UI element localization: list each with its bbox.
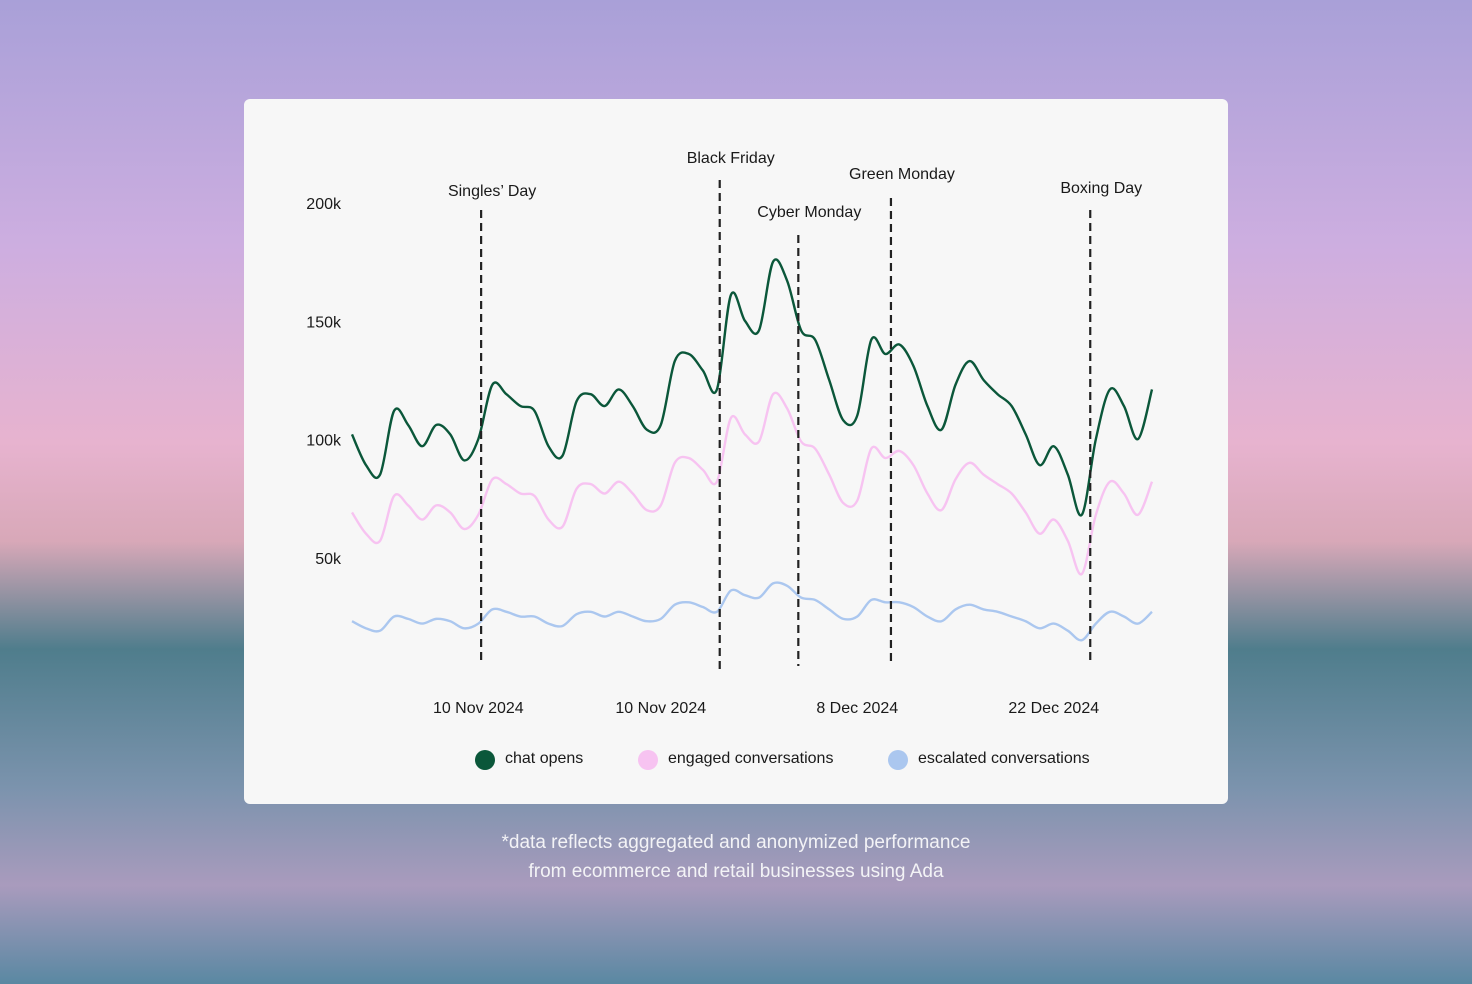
y-tick-label: 100k (306, 433, 342, 450)
x-tick-label: 22 Dec 2024 (1008, 700, 1099, 717)
series-line (351, 581, 1153, 642)
x-tick-label: 10 Nov 2024 (615, 700, 706, 717)
y-tick-label: 50k (315, 551, 342, 568)
footnote: from ecommerce and retail businesses usi… (528, 861, 943, 882)
y-tick-label: 150k (306, 314, 342, 331)
footnote: *data reflects aggregated and anonymized… (502, 832, 971, 853)
y-tick-label: 200k (306, 196, 342, 213)
legend-swatch (888, 750, 908, 770)
legend-swatch (638, 750, 658, 770)
legend-swatch (475, 750, 495, 770)
event-label: Boxing Day (1060, 180, 1142, 197)
series-line (350, 391, 1154, 576)
x-tick-label: 8 Dec 2024 (816, 700, 898, 717)
legend-label: engaged conversations (668, 750, 833, 767)
chart-card (244, 99, 1228, 804)
event-label: Singles’ Day (448, 183, 536, 200)
legend-label: escalated conversations (918, 750, 1090, 767)
event-label: Black Friday (687, 150, 775, 167)
x-tick-label: 10 Nov 2024 (433, 700, 524, 717)
event-label: Green Monday (849, 166, 955, 183)
legend-label: chat opens (505, 750, 583, 767)
event-label: Cyber Monday (757, 204, 861, 221)
series-line (350, 258, 1154, 517)
